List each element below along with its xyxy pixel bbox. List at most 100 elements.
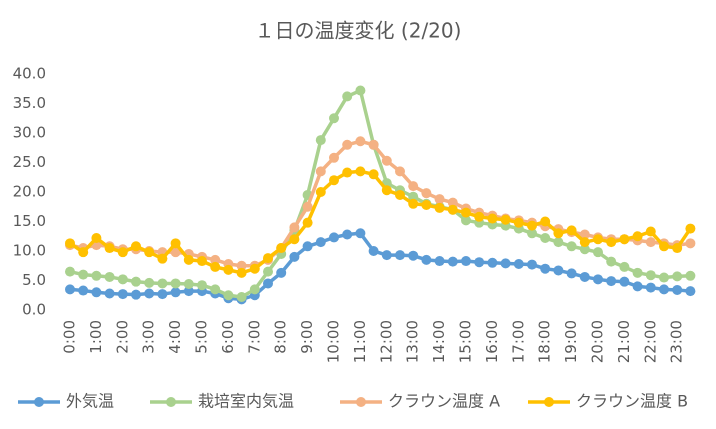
- data-point: [395, 189, 405, 200]
- legend-label: 外気温: [66, 392, 114, 411]
- data-point: [553, 237, 564, 248]
- x-tick-label: 15:00: [457, 320, 475, 363]
- data-point: [645, 226, 656, 237]
- data-point: [619, 261, 630, 272]
- data-point: [487, 257, 498, 268]
- data-point: [249, 263, 260, 274]
- x-tick-label: 22:00: [641, 320, 659, 363]
- x-tick-label: 13:00: [404, 320, 422, 363]
- data-point: [487, 213, 498, 224]
- data-point: [474, 257, 485, 268]
- data-point: [210, 284, 221, 295]
- data-point: [368, 139, 379, 150]
- x-tick-label: 12:00: [377, 320, 395, 363]
- x-tick-label: 19:00: [562, 320, 580, 363]
- data-point: [315, 187, 326, 197]
- data-point: [302, 217, 313, 228]
- data-point: [685, 270, 696, 281]
- data-point: [131, 241, 141, 252]
- data-point: [236, 292, 247, 303]
- y-tick-label: 5.0: [22, 271, 46, 289]
- data-point: [289, 251, 300, 262]
- data-point: [461, 256, 471, 267]
- data-point: [381, 155, 392, 166]
- data-point: [447, 197, 458, 208]
- data-point: [381, 250, 392, 261]
- data-point: [144, 247, 155, 258]
- data-point: [474, 211, 485, 222]
- data-point: [183, 279, 194, 290]
- x-tick-label: 18:00: [536, 320, 554, 363]
- x-tick-label: 3:00: [140, 320, 158, 354]
- x-tick-label: 21:00: [615, 320, 633, 363]
- y-tick-label: 0.0: [22, 301, 46, 319]
- data-point: [249, 284, 260, 295]
- data-point: [315, 166, 326, 177]
- data-point: [183, 286, 194, 297]
- y-tick-label: 35.0: [13, 94, 46, 112]
- data-point: [632, 267, 643, 278]
- legend-label: クラウン温度 A: [388, 392, 500, 411]
- x-tick-label: 2:00: [113, 320, 131, 354]
- data-point: [606, 237, 617, 248]
- x-tick-label: 8:00: [272, 320, 290, 354]
- data-point: [540, 216, 551, 227]
- data-point: [434, 194, 445, 205]
- legend-marker: [544, 397, 554, 407]
- legend-marker: [356, 397, 366, 407]
- data-point: [408, 250, 419, 261]
- data-point: [117, 289, 128, 300]
- data-point: [553, 228, 564, 239]
- data-point: [500, 214, 511, 225]
- x-tick-label: 4:00: [166, 320, 184, 354]
- data-point: [157, 278, 168, 289]
- y-tick-label: 10.0: [13, 242, 46, 260]
- data-point: [144, 288, 155, 299]
- data-point: [104, 243, 115, 254]
- data-point: [408, 198, 419, 209]
- data-point: [342, 139, 353, 150]
- x-tick-label: 23:00: [668, 320, 686, 363]
- data-point: [659, 241, 669, 252]
- data-point: [645, 237, 656, 248]
- data-point: [329, 152, 339, 163]
- data-point: [315, 237, 326, 248]
- data-point: [685, 286, 696, 297]
- x-tick-label: 17:00: [509, 320, 527, 363]
- data-point: [144, 277, 155, 288]
- data-point: [65, 266, 75, 277]
- data-point: [659, 284, 669, 295]
- data-point: [355, 228, 366, 239]
- data-point: [579, 271, 590, 282]
- data-point: [289, 234, 300, 245]
- data-point: [434, 256, 445, 267]
- chart-title: １日の温度変化 (2/20): [255, 19, 462, 43]
- x-tick-label: 7:00: [245, 320, 263, 354]
- data-point: [170, 278, 181, 289]
- data-point: [566, 225, 577, 236]
- data-point: [540, 233, 551, 244]
- series-line: [69, 88, 691, 299]
- data-point: [329, 175, 339, 186]
- data-point: [566, 241, 577, 252]
- data-point: [632, 231, 643, 242]
- data-point: [672, 271, 683, 282]
- x-tick-label: 6:00: [219, 320, 237, 354]
- data-point: [104, 271, 115, 282]
- data-point: [579, 244, 590, 255]
- legend-label: クラウン温度 B: [576, 392, 688, 411]
- data-point: [276, 243, 287, 254]
- data-point: [65, 238, 75, 249]
- data-point: [157, 253, 168, 264]
- y-tick-label: 25.0: [13, 153, 46, 171]
- data-point: [236, 260, 247, 271]
- data-point: [170, 238, 181, 249]
- data-point: [659, 272, 669, 283]
- y-tick-label: 20.0: [13, 183, 46, 201]
- x-tick-label: 14:00: [430, 320, 448, 363]
- data-point: [645, 270, 656, 281]
- data-point: [434, 202, 445, 213]
- x-tick-label: 9:00: [298, 320, 316, 354]
- data-point: [91, 287, 102, 298]
